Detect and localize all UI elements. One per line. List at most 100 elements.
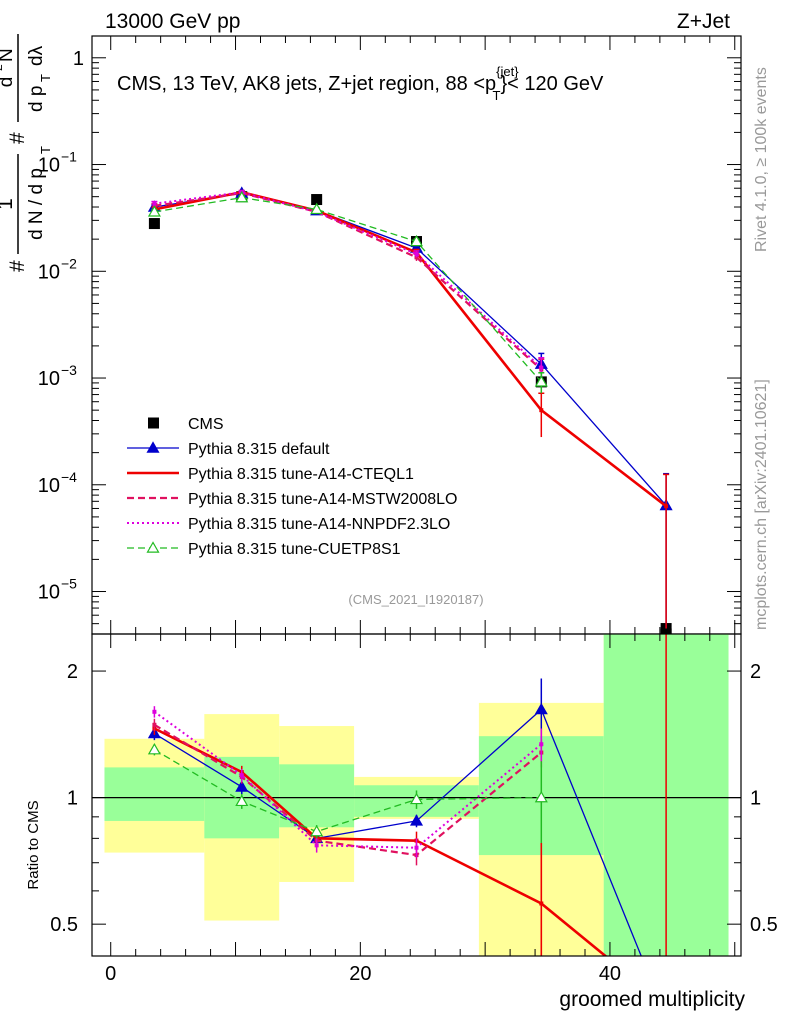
legend-item: Pythia 8.315 tune-CUETP8S1 xyxy=(127,541,401,558)
ratio-open-triangle-marker xyxy=(310,824,324,837)
main-y-tick-exponent: −1 xyxy=(61,149,77,165)
ratio-x-tick-label: 0 xyxy=(105,963,116,985)
legend-marker xyxy=(146,441,160,453)
main-series-5 xyxy=(147,190,548,394)
point-marker xyxy=(152,201,157,206)
ratio-open-triangle-marker xyxy=(409,792,424,805)
ylabel-dpt: d p xyxy=(26,86,47,112)
main-ylabel: # 1 d N / d p T # d 2 N d p T dλ xyxy=(0,34,53,272)
legend-marker xyxy=(148,417,159,429)
open-triangle-marker xyxy=(534,375,548,387)
ratio-series-0 xyxy=(147,678,672,1022)
main-y-tick-label: 10 xyxy=(38,261,60,283)
ratio-y-tick-label-right: 0.5 xyxy=(750,914,778,936)
ylabel-d2n-sup: 2 xyxy=(0,64,5,71)
main-title: CMS, 13 TeV, AK8 jets, Z+jet region, 88 … xyxy=(117,64,604,103)
legend-label: Pythia 8.315 tune-CUETP8S1 xyxy=(188,541,401,558)
ratio-series-3 xyxy=(152,706,544,858)
legend: CMS Pythia 8.315 default Pythia 8.315 tune… xyxy=(127,416,457,558)
ratio-band-green xyxy=(104,767,205,821)
ylabel-dlambda: dλ xyxy=(26,45,47,66)
ylabel-dn-dpt: d N / d p xyxy=(26,168,47,240)
series-line xyxy=(154,192,667,506)
ratio-y-tick-label-left: 1 xyxy=(67,788,78,810)
ratio-open-triangle-marker xyxy=(534,790,548,803)
legend-item: Pythia 8.315 tune-A14-NNPDF2.3LO xyxy=(127,516,450,533)
point-marker xyxy=(539,408,544,413)
open-triangle-marker xyxy=(310,202,324,215)
main-title-sub: T xyxy=(493,88,501,103)
rivet-label: Rivet 4.1.0, ≥ 100k events xyxy=(753,67,770,252)
series-line xyxy=(154,191,542,369)
ratio-open-triangle-marker xyxy=(235,794,249,807)
main-title-post: }< 120 GeV xyxy=(501,73,605,95)
ratio-triangle-marker xyxy=(235,780,249,792)
point-marker xyxy=(664,504,669,509)
ratio-point-marker xyxy=(539,742,544,747)
main-plot-area: 110−110−210−310−410−5 xyxy=(38,35,742,635)
main-y-tick-label: 10 xyxy=(38,475,60,497)
legend-label: Pythia 8.315 tune-A14-CTEQL1 xyxy=(188,466,414,483)
ratio-y-tick-label-left: 0.5 xyxy=(50,914,78,936)
open-triangle-marker xyxy=(409,234,424,247)
ratio-x-tick-label: 40 xyxy=(599,963,621,985)
cms-data-point xyxy=(148,218,160,230)
point-marker xyxy=(539,365,544,370)
main-y-tick-exponent: −4 xyxy=(61,469,77,485)
main-series-4 xyxy=(151,189,545,381)
legend-item: Pythia 8.315 tune-A14-CTEQL1 xyxy=(127,466,414,483)
ylabel-sub-T2: T xyxy=(38,74,53,82)
main-y-tick-exponent: −3 xyxy=(61,362,77,378)
main-title-sup: {jet} xyxy=(496,64,519,79)
main-y-tick-label: 10 xyxy=(38,582,60,604)
header-left-title: 13000 GeV pp xyxy=(105,10,240,33)
ratio-triangle-marker xyxy=(534,702,548,715)
legend-marker xyxy=(146,541,160,553)
point-marker xyxy=(414,252,419,257)
ratio-plot-area: 2 2 1 1 0.5 0.5 0 20 40 xyxy=(50,633,778,1022)
mcplots-label: mcplots.cern.ch [arXiv:2401.10621] xyxy=(753,379,770,630)
ratio-series-4 xyxy=(147,742,548,843)
ratio-y-tick-label-left: 2 xyxy=(67,661,78,683)
series-line xyxy=(154,191,543,371)
main-series-3 xyxy=(151,190,545,383)
main-y-tick-label: 10 xyxy=(38,368,60,390)
ratio-y-tick-label-right: 2 xyxy=(750,661,761,683)
legend-label: CMS xyxy=(188,416,224,433)
legend-label: Pythia 8.315 tune-A14-MSTW2008LO xyxy=(188,491,457,508)
legend-item: Pythia 8.315 default xyxy=(127,441,330,458)
main-y-tick-label: 10 xyxy=(38,155,60,177)
ratio-x-tick-label: 20 xyxy=(349,963,371,985)
ylabel-d2n: d xyxy=(0,77,17,88)
ratio-line xyxy=(154,708,642,956)
main-title-pre: CMS, 13 TeV, AK8 jets, Z+jet region, 88 … xyxy=(117,73,496,95)
open-triangle-marker xyxy=(235,190,249,203)
series-line xyxy=(154,190,667,508)
ratio-point-marker xyxy=(152,722,157,727)
ratio-point-marker xyxy=(314,843,319,848)
ratio-triangle-marker xyxy=(661,1012,672,1022)
legend-label: Pythia 8.315 default xyxy=(188,441,330,458)
main-y-tick-exponent: −2 xyxy=(61,255,77,271)
open-triangle-marker xyxy=(147,205,161,217)
legend-label: Pythia 8.315 tune-A14-NNPDF2.3LO xyxy=(188,516,450,533)
analysis-id: (CMS_2021_I1920187) xyxy=(348,592,483,607)
main-y-tick-exponent: −5 xyxy=(61,576,77,592)
series-line xyxy=(154,196,542,383)
ratio-point-marker xyxy=(414,845,419,850)
legend-item: Pythia 8.315 tune-A14-MSTW2008LO xyxy=(127,491,457,508)
ylabel-hash-2: # xyxy=(6,132,29,144)
ratio-y-tick-label-right: 1 xyxy=(750,788,761,810)
ylabel-hash-1: # xyxy=(6,260,29,272)
ratio-frame xyxy=(91,633,742,957)
ratio-triangle-marker xyxy=(409,814,424,826)
ylabel-d2n-n: N xyxy=(0,48,17,62)
legend-item: CMS xyxy=(148,416,224,433)
ratio-ylabel: Ratio to CMS xyxy=(25,800,42,889)
ratio-open-triangle-marker xyxy=(147,742,161,755)
ylabel-sub-T1: T xyxy=(38,146,53,154)
header-right-title: Z+Jet xyxy=(677,10,730,33)
ratio-point-marker xyxy=(152,709,157,714)
ratio-xlabel: groomed multiplicity xyxy=(559,988,745,1011)
